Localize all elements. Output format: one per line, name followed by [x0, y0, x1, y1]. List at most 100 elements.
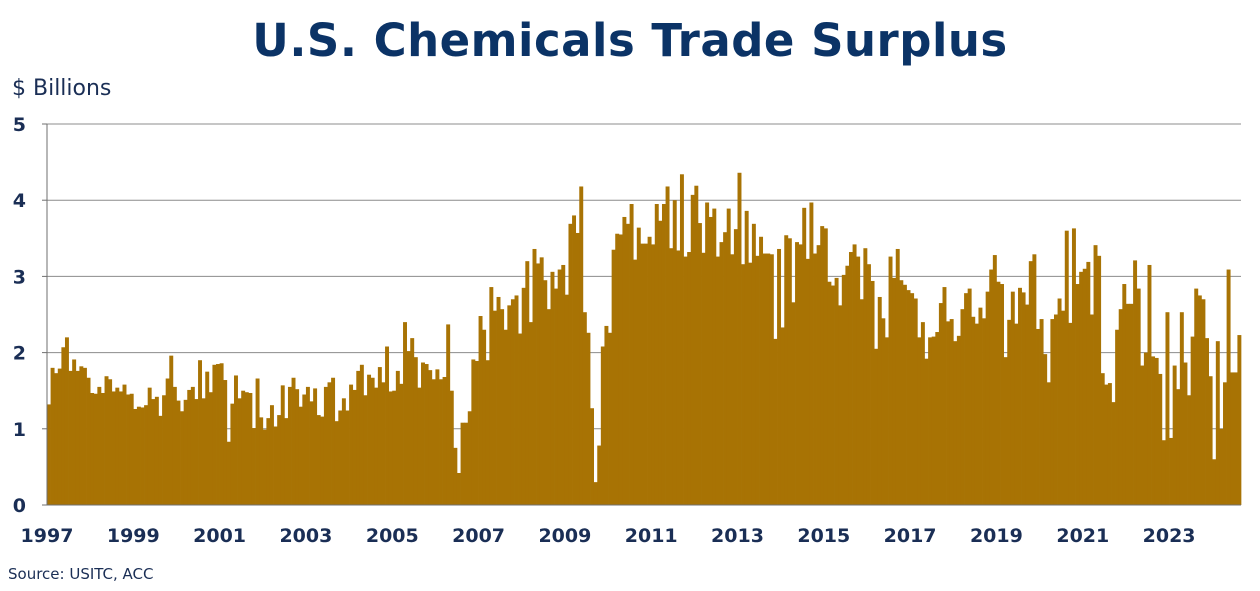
bar — [1190, 336, 1195, 505]
bar — [287, 386, 292, 505]
bar — [1201, 299, 1206, 505]
bar — [1014, 323, 1019, 505]
bar — [165, 378, 170, 505]
bar — [194, 399, 199, 505]
bar — [230, 403, 235, 505]
bar — [708, 216, 713, 505]
bar — [636, 227, 641, 505]
bar — [1061, 310, 1066, 505]
x-tick-label: 2009 — [538, 525, 591, 547]
bar — [54, 373, 59, 505]
bar — [744, 210, 749, 505]
bar — [424, 364, 429, 505]
bar — [158, 415, 163, 505]
y-tick-label: 4 — [13, 190, 26, 212]
bar — [417, 387, 422, 505]
bar — [798, 244, 803, 505]
bar — [672, 200, 677, 505]
bar — [273, 426, 278, 505]
bar — [464, 422, 469, 505]
bar — [694, 185, 699, 505]
bar — [866, 264, 871, 505]
bar — [572, 215, 577, 505]
bar — [269, 405, 274, 505]
bar — [759, 236, 764, 505]
bar — [471, 359, 476, 505]
bar — [1079, 271, 1084, 505]
bar — [597, 445, 602, 505]
bar — [557, 269, 562, 505]
bar — [1125, 303, 1130, 505]
bar — [579, 186, 584, 506]
bar — [313, 388, 318, 505]
bar — [669, 248, 674, 505]
bar — [367, 374, 372, 505]
bar — [661, 204, 666, 505]
bar — [309, 401, 314, 505]
bar — [198, 360, 202, 505]
bar — [104, 376, 109, 505]
x-tick-label: 2005 — [366, 525, 419, 547]
bar — [467, 411, 472, 505]
x-tick-label: 2019 — [970, 525, 1023, 547]
bar — [938, 303, 943, 505]
bar — [377, 367, 382, 505]
bar — [136, 406, 141, 505]
bar — [780, 327, 785, 505]
bar — [1104, 384, 1109, 505]
bar — [528, 322, 533, 505]
bar — [895, 248, 900, 505]
bar — [964, 293, 969, 505]
bar — [223, 380, 228, 505]
bar — [920, 322, 925, 505]
bar — [942, 287, 947, 505]
bar — [805, 258, 810, 505]
bar — [600, 346, 605, 505]
bar — [435, 369, 440, 505]
bar — [172, 386, 177, 505]
bar — [97, 386, 102, 505]
bar — [1032, 254, 1037, 505]
bar — [277, 415, 282, 505]
bar — [1212, 459, 1217, 505]
bar — [1021, 292, 1026, 505]
bar — [820, 226, 825, 506]
bar — [151, 399, 156, 505]
bar — [906, 290, 911, 505]
bar — [302, 394, 307, 505]
bar — [359, 364, 364, 505]
bar — [705, 202, 710, 506]
x-tick-label: 2011 — [625, 525, 678, 547]
bar — [1000, 284, 1004, 505]
bar — [935, 332, 940, 505]
bar — [482, 329, 487, 505]
source-note: Source: USITC, ACC — [8, 565, 154, 583]
bar — [615, 233, 620, 506]
bar — [536, 263, 541, 505]
bar — [676, 250, 681, 505]
bar — [255, 378, 260, 505]
bar — [428, 370, 433, 505]
bar — [1147, 264, 1152, 505]
x-tick-label: 1999 — [107, 525, 160, 547]
bar — [554, 288, 559, 505]
bar — [777, 248, 782, 505]
bar — [122, 384, 127, 505]
bar — [518, 333, 523, 505]
bar — [485, 360, 490, 505]
bar — [1230, 372, 1235, 505]
bar — [629, 204, 634, 505]
bar — [72, 359, 77, 505]
bar — [460, 422, 465, 505]
bar — [216, 364, 220, 505]
bar — [295, 389, 300, 505]
bar — [1205, 338, 1209, 505]
bar — [140, 407, 145, 505]
bar — [568, 223, 573, 505]
bar — [561, 264, 566, 505]
bar — [1158, 373, 1163, 505]
bar — [687, 252, 692, 505]
bar — [82, 367, 87, 505]
bar — [478, 316, 483, 505]
bar — [1197, 295, 1202, 505]
